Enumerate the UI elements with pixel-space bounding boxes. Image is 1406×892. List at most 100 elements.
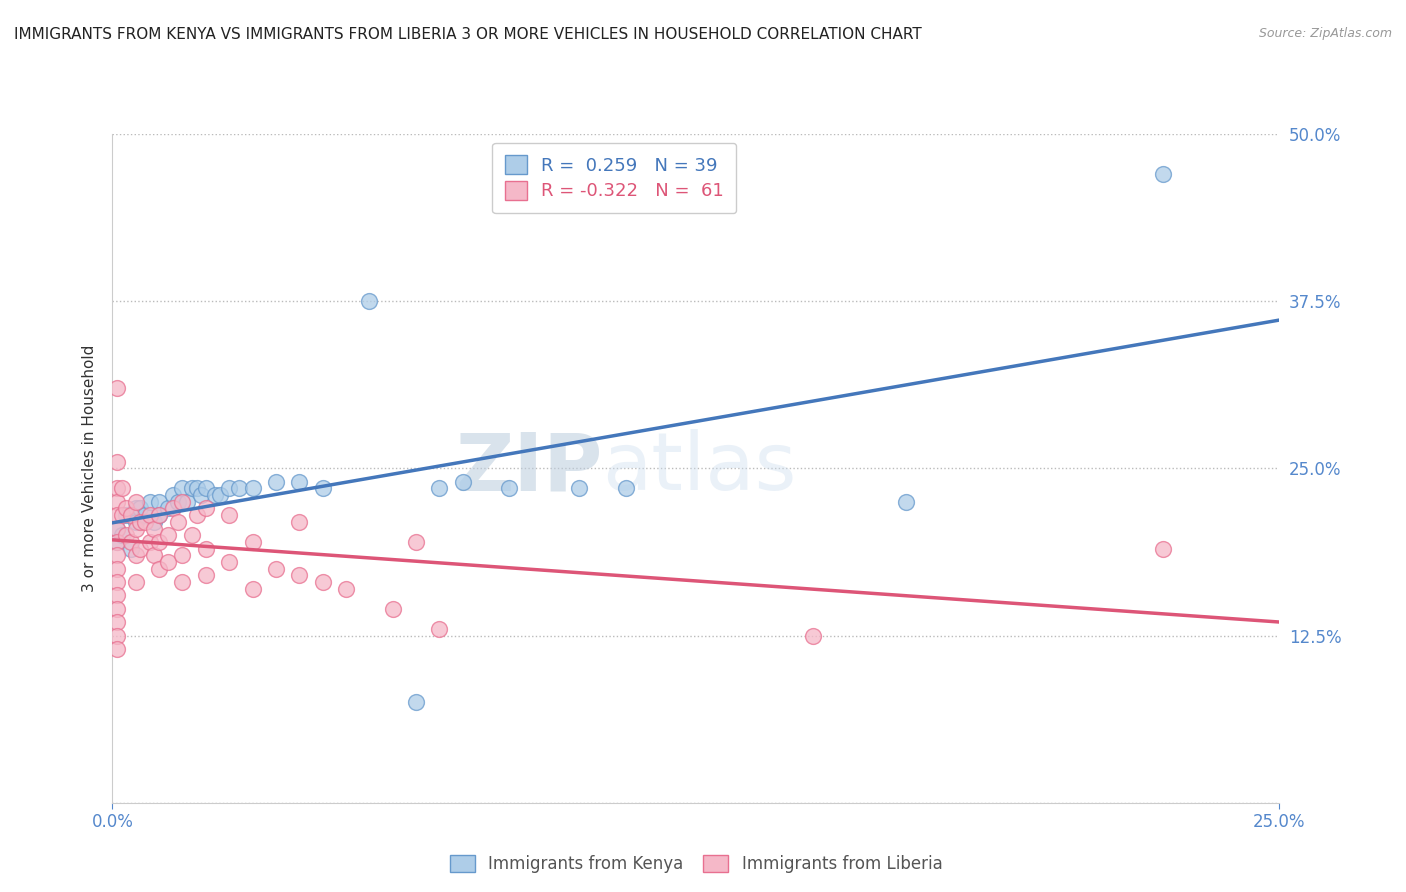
Point (218, 555, 240, 569)
Point (129, 501, 152, 516)
Point (186, 508, 208, 523)
Point (242, 482, 264, 496)
Point (139, 508, 162, 523)
Point (186, 482, 208, 496)
Point (105, 562, 128, 576)
Text: atlas: atlas (603, 429, 797, 508)
Point (148, 508, 170, 523)
Point (111, 508, 134, 523)
Point (614, 482, 637, 496)
Legend: Immigrants from Kenya, Immigrants from Liberia: Immigrants from Kenya, Immigrants from L… (441, 847, 950, 881)
Point (125, 521, 148, 535)
Point (105, 615, 128, 630)
Point (105, 494, 128, 508)
Point (568, 482, 591, 496)
Point (194, 501, 217, 516)
Point (166, 494, 188, 508)
Point (427, 622, 450, 636)
Point (208, 488, 231, 502)
Text: Source: ZipAtlas.com: Source: ZipAtlas.com (1258, 27, 1392, 40)
Point (451, 475, 474, 489)
Point (157, 555, 180, 569)
Point (359, 294, 381, 309)
Point (139, 494, 162, 508)
Y-axis label: 3 or more Vehicles in Household: 3 or more Vehicles in Household (82, 344, 97, 592)
Point (311, 575, 333, 590)
Point (120, 535, 142, 549)
Point (105, 548, 128, 563)
Point (194, 568, 217, 582)
Point (194, 482, 217, 496)
Point (148, 508, 170, 523)
Point (166, 515, 188, 529)
Point (129, 515, 152, 529)
Point (105, 602, 128, 616)
Point (105, 482, 128, 496)
Point (498, 482, 520, 496)
Point (139, 535, 162, 549)
Point (190, 488, 212, 502)
Point (134, 508, 156, 523)
Point (125, 515, 148, 529)
Point (157, 528, 180, 542)
Point (105, 381, 128, 395)
Point (1152, 167, 1174, 181)
Point (172, 575, 194, 590)
Point (120, 508, 142, 523)
Point (105, 642, 128, 657)
Point (125, 575, 148, 590)
Point (125, 548, 148, 563)
Point (288, 568, 311, 582)
Point (105, 455, 128, 469)
Point (111, 528, 134, 542)
Point (288, 475, 311, 489)
Point (134, 515, 156, 529)
Text: ZIP: ZIP (456, 429, 603, 508)
Point (180, 528, 202, 542)
Point (115, 501, 138, 516)
Point (125, 494, 148, 508)
Point (162, 488, 184, 502)
Point (148, 562, 170, 576)
Point (115, 508, 138, 523)
Point (242, 582, 264, 596)
Point (335, 582, 357, 596)
Point (228, 482, 250, 496)
Point (894, 494, 917, 508)
Point (427, 482, 450, 496)
Point (180, 482, 202, 496)
Point (105, 575, 128, 590)
Point (218, 482, 240, 496)
Point (311, 482, 333, 496)
Point (288, 515, 311, 529)
Point (264, 475, 287, 489)
Point (801, 628, 824, 642)
Point (115, 528, 138, 542)
Point (143, 515, 166, 529)
Point (105, 589, 128, 603)
Point (204, 488, 226, 502)
Point (148, 535, 170, 549)
Point (143, 521, 166, 535)
Point (105, 508, 128, 523)
Point (172, 482, 194, 496)
Point (1152, 541, 1174, 556)
Point (194, 541, 217, 556)
Point (405, 535, 427, 549)
Point (172, 494, 194, 508)
Point (405, 696, 427, 710)
Point (381, 602, 404, 616)
Point (176, 494, 198, 508)
Point (242, 535, 264, 549)
Point (264, 562, 287, 576)
Point (157, 501, 180, 516)
Point (218, 508, 240, 523)
Point (105, 521, 128, 535)
Point (105, 521, 128, 535)
Point (129, 541, 152, 556)
Point (105, 628, 128, 642)
Point (148, 494, 170, 508)
Point (172, 548, 194, 563)
Text: IMMIGRANTS FROM KENYA VS IMMIGRANTS FROM LIBERIA 3 OR MORE VEHICLES IN HOUSEHOLD: IMMIGRANTS FROM KENYA VS IMMIGRANTS FROM… (14, 27, 922, 42)
Point (105, 535, 128, 549)
